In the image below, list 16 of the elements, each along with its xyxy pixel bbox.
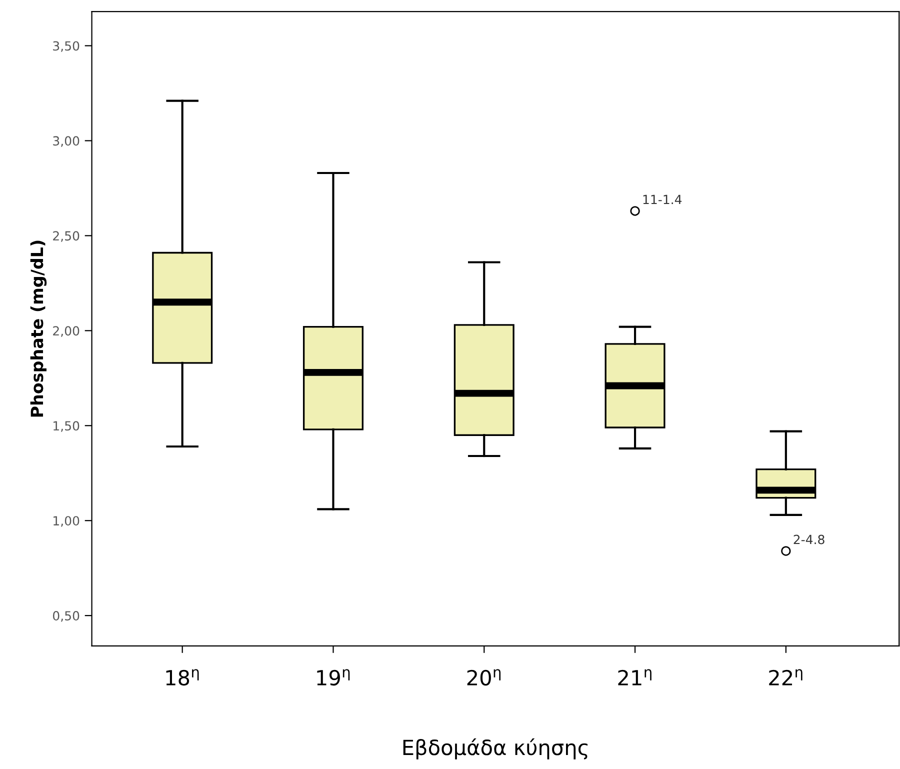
y-tick-label: 3,50	[53, 41, 80, 52]
x-tick-label: 22$^{η}$	[769, 669, 802, 686]
y-tick-label: 3,00	[53, 136, 80, 147]
x-tick-label: 21$^{η}$	[618, 669, 652, 686]
y-tick-label: 0,50	[52, 611, 80, 622]
annotation: 2-4.8	[794, 534, 824, 544]
y-tick-label: 1,50	[54, 421, 80, 432]
x-tick-label: 20$^{η}$	[467, 669, 501, 686]
x-tick-label: 18$^{η}$	[166, 669, 199, 686]
y-tick-label: 1,00	[54, 516, 80, 527]
x-axis-title: Εβδομάδα κύησης	[403, 738, 588, 760]
y-axis-title: Phosphate (mg/dL)	[30, 240, 47, 417]
y-tick-label: 2,00	[53, 326, 80, 337]
x-tick-label: 19$^{η}$	[317, 669, 350, 686]
y-tick-label: 2,50	[53, 231, 80, 242]
annotation: 11-1.4	[643, 194, 682, 204]
